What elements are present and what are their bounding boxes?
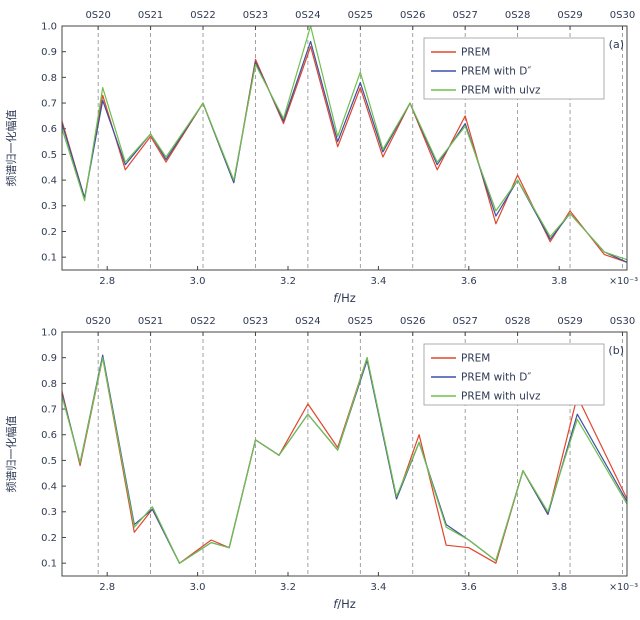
mode-label: 0S20 [85, 10, 110, 21]
panel-a-chart: 0S20 0S21 0S22 0S23 0S24 0S25 0S26 0S27 0S28 0S29… [4, 10, 638, 305]
mode-label: 0S22 [190, 316, 215, 327]
x-tick-label: 3.8 [551, 276, 567, 287]
series-line [61, 25, 628, 261]
y-tick-label: 0.6 [41, 430, 57, 441]
y-tick-label: 1.0 [41, 327, 57, 338]
y-tick-label: 0.7 [41, 98, 57, 109]
x-tick-label: 3.0 [190, 276, 206, 287]
y-tick-label: 0.2 [41, 227, 57, 238]
mode-label: 0S21 [138, 10, 163, 21]
legend-label: PREM [461, 47, 490, 59]
x-tick-label: 3.2 [280, 582, 296, 593]
y-tick-label: 0.4 [41, 482, 57, 493]
mode-label: 0S20 [85, 316, 110, 327]
y-axis-label: 频谱归一化幅值 [4, 110, 18, 187]
mode-label: 0S29 [557, 316, 582, 327]
legend-label: PREM [461, 353, 490, 365]
x-tick-label: 3.8 [551, 582, 567, 593]
plot-border [61, 331, 628, 577]
x-tick-label: 2.8 [99, 276, 115, 287]
legend-label: PREM with D″ [461, 66, 531, 78]
legend-label: PREM with ulvz [461, 85, 541, 97]
y-tick-label: 1.0 [41, 21, 57, 32]
mode-label: 0S23 [243, 316, 268, 327]
mode-label: 0S24 [295, 316, 320, 327]
mode-label: 0S28 [505, 316, 530, 327]
y-tick-label: 0.5 [41, 456, 57, 467]
legend-label: PREM with ulvz [461, 391, 541, 403]
y-tick-label: 0.1 [41, 253, 57, 264]
mode-label: 0S26 [400, 10, 425, 21]
legend-label: PREM with D″ [461, 372, 531, 384]
mode-label: 0S23 [243, 10, 268, 21]
y-tick-label: 0.8 [41, 379, 57, 390]
y-tick-label: 0.2 [41, 533, 57, 544]
mode-label: 0S25 [348, 316, 373, 327]
y-tick-label: 0.9 [41, 353, 57, 364]
legend: PREM PREM with D″ PREM with ulvz [423, 343, 605, 406]
mode-label: 0S22 [190, 10, 215, 21]
legend-box [423, 343, 605, 406]
x-tick-label: 3.6 [461, 276, 477, 287]
y-tick-label: 0.8 [41, 73, 57, 84]
series-line [61, 45, 628, 263]
y-tick-label: 0.6 [41, 124, 57, 135]
x-scale-note: ×10⁻³ [609, 276, 638, 287]
x-tick-label: 3.6 [461, 582, 477, 593]
x-tick-label: 3.4 [370, 582, 386, 593]
mode-label: 0S27 [452, 316, 477, 327]
mode-label: 0S24 [295, 10, 320, 21]
panel-label: (a) [609, 38, 624, 51]
y-axis-label: 频谱归一化幅值 [4, 416, 18, 493]
plot-border [61, 25, 628, 271]
mode-label: 0S28 [505, 10, 530, 21]
mode-label: 0S29 [557, 10, 582, 21]
x-scale-note: ×10⁻³ [609, 582, 638, 593]
panel-label: (b) [608, 344, 624, 357]
y-tick-label: 0.5 [41, 150, 57, 161]
mode-label: 0S30 [610, 10, 635, 21]
mode-label: 0S25 [348, 10, 373, 21]
y-tick-label: 0.1 [41, 559, 57, 570]
legend-box [423, 37, 605, 100]
mode-label: 0S30 [610, 316, 635, 327]
mode-label: 0S21 [138, 316, 163, 327]
panel-b-chart: 0S20 0S21 0S22 0S23 0S24 0S25 0S26 0S27 0S28 0S29… [4, 316, 638, 611]
x-axis-label: f/Hz [333, 597, 356, 611]
x-axis-label: f/Hz [333, 291, 356, 305]
series-line [61, 357, 628, 564]
y-tick-label: 0.3 [41, 507, 57, 518]
x-tick-label: 3.2 [280, 276, 296, 287]
y-tick-label: 0.9 [41, 47, 57, 58]
y-tick-label: 0.4 [41, 176, 57, 187]
x-tick-label: 3.0 [190, 582, 206, 593]
x-tick-label: 3.4 [370, 276, 386, 287]
x-tick-label: 2.8 [99, 582, 115, 593]
y-tick-label: 0.7 [41, 404, 57, 415]
mode-label: 0S26 [400, 316, 425, 327]
y-tick-label: 0.3 [41, 201, 57, 212]
legend: PREM PREM with D″ PREM with ulvz [423, 37, 605, 100]
mode-label: 0S27 [452, 10, 477, 21]
